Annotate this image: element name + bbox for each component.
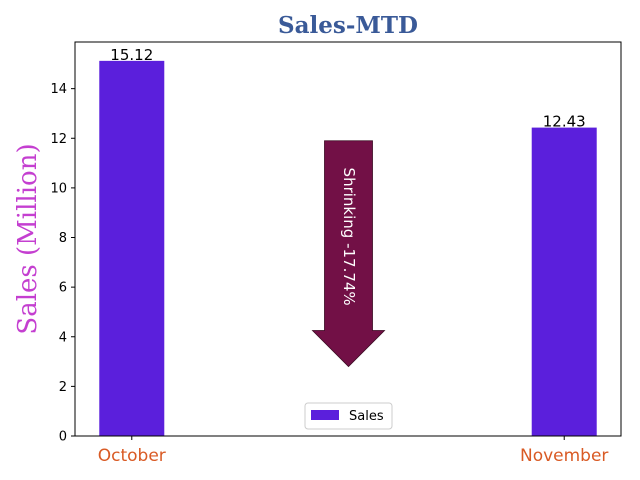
arrow-annotation-text: Shrinking -17.74% <box>340 168 358 306</box>
y-tick-label: 12 <box>50 132 67 147</box>
y-tick-label: 6 <box>59 281 67 296</box>
bar <box>99 60 165 437</box>
legend-box <box>304 402 393 430</box>
y-tick-label: 10 <box>50 181 67 196</box>
plot-frame <box>74 41 622 437</box>
plot-area: 0 2 4 6 8 10 12 14 15.12 October 12.43 November Shri… <box>50 46 608 466</box>
y-tick-label: 2 <box>59 380 67 395</box>
y-tick-label: 0 <box>59 430 67 445</box>
legend-swatch <box>311 410 339 420</box>
y-tick-label: 8 <box>59 231 67 246</box>
shrink-arrow <box>311 140 386 368</box>
y-tick-label: 14 <box>50 82 67 97</box>
x-tick-label: November <box>520 446 608 466</box>
chart-title: Sales-MTD <box>278 12 418 39</box>
legend-label: Sales <box>349 409 384 424</box>
x-tick-label: October <box>98 446 166 466</box>
y-tick-label: 4 <box>59 330 67 345</box>
y-axis-label: Sales (Million) <box>13 143 43 334</box>
bar-value-label: 15.12 <box>110 46 153 64</box>
bar <box>531 127 597 436</box>
legend: Sales <box>304 402 393 430</box>
bar-value-label: 12.43 <box>543 113 586 131</box>
